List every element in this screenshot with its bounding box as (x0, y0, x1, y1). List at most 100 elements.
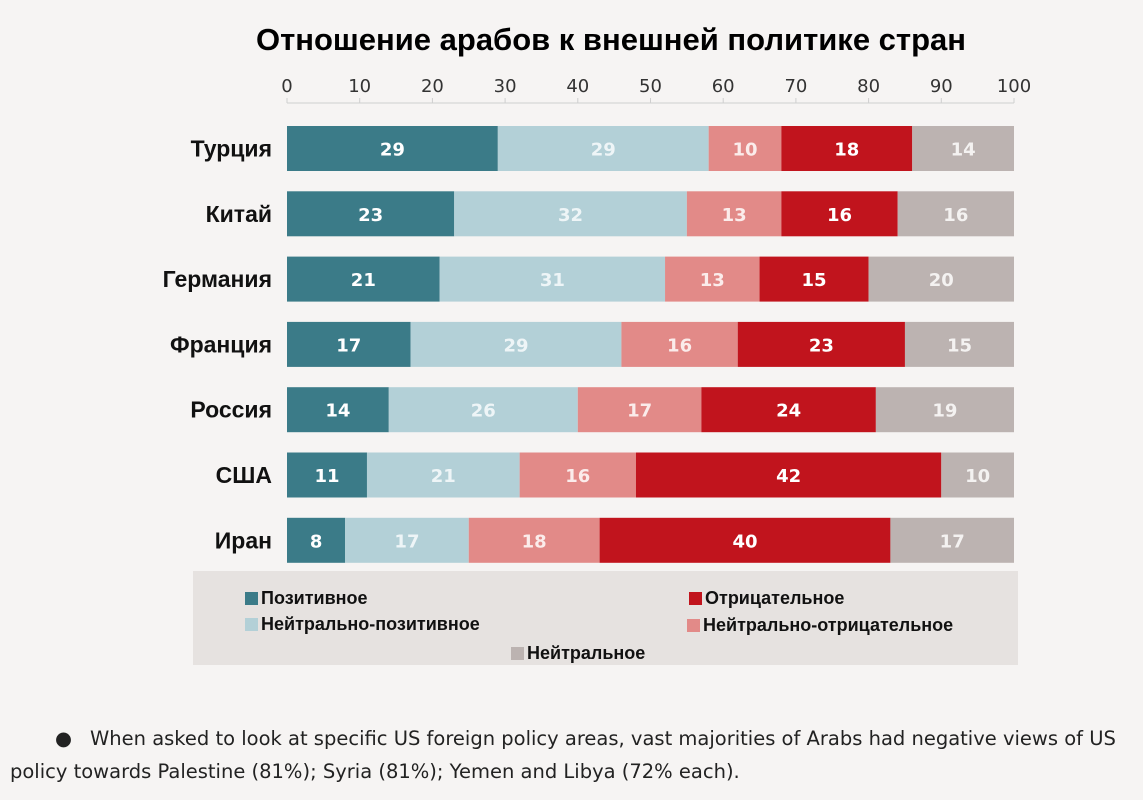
legend-item-neutral: Нейтральное (511, 643, 645, 664)
legend-swatch-neutral-negative (687, 619, 700, 632)
data-label-positive-3: 17 (336, 335, 361, 356)
bar-neutral-2 (868, 256, 1014, 302)
data-label-neutral_positive-4: 26 (471, 401, 496, 422)
category-label-6: Иран (215, 527, 272, 553)
category-label-5: США (216, 462, 272, 488)
bar-row-4: Россия 14 26 17 24 19 (190, 387, 1014, 433)
category-label-2: Германия (163, 266, 272, 292)
bar-positive-6 (287, 517, 346, 563)
data-label-neutral_positive-2: 31 (540, 270, 565, 291)
x-tick-label-40: 40 (566, 76, 589, 97)
legend-label-neutral: Нейтральное (527, 643, 646, 663)
data-label-negative-6: 40 (732, 531, 757, 552)
x-tick-label-50: 50 (639, 76, 662, 97)
bar-neutral_positive-6 (345, 517, 469, 563)
x-tick-label-10: 10 (348, 76, 371, 97)
bar-neutral_positive-2 (439, 256, 666, 302)
bar-neutral_negative-5 (519, 452, 636, 498)
data-label-positive-6: 8 (310, 531, 323, 552)
x-tick-label-20: 20 (421, 76, 444, 97)
data-label-neutral-6: 17 (940, 531, 965, 552)
x-tick-label-30: 30 (494, 76, 517, 97)
legend-item-neutral-positive: Нейтрально-позитивное (245, 614, 480, 635)
data-label-negative-3: 23 (809, 335, 834, 356)
data-label-neutral-2: 20 (929, 270, 954, 291)
category-label-4: Россия (190, 397, 272, 423)
data-label-negative-4: 24 (776, 401, 801, 422)
bar-row-6: Иран 8 17 18 40 17 (215, 517, 1014, 563)
data-label-positive-0: 29 (380, 140, 405, 161)
data-label-negative-1: 16 (827, 205, 852, 226)
legend-label-neutral-negative: Нейтрально-отрицательное (703, 615, 954, 635)
x-tick-label-100: 100 (997, 76, 1031, 97)
data-label-neutral_negative-4: 17 (627, 401, 652, 422)
legend-swatch-positive (245, 592, 258, 605)
legend-swatch-neutral-positive (245, 618, 258, 631)
bar-neutral_negative-3 (621, 321, 738, 367)
bar-row-2: Германия 21 31 13 15 20 (163, 256, 1014, 302)
data-label-neutral_negative-6: 18 (522, 531, 547, 552)
legend-swatch-neutral (511, 647, 524, 660)
bar-neutral-6 (890, 517, 1014, 563)
data-label-positive-5: 11 (314, 466, 339, 487)
chart-title: Отношение арабов к внешней политике стра… (256, 22, 966, 57)
data-label-positive-4: 14 (325, 401, 350, 422)
x-tick-label-0: 0 (281, 76, 292, 97)
data-label-neutral-1: 16 (943, 205, 968, 226)
bar-neutral-3 (904, 321, 1014, 367)
bar-neutral_positive-5 (366, 452, 520, 498)
bar-neutral_negative-2 (665, 256, 760, 302)
legend: Позитивное Отрицательное Нейтрально-пози… (193, 571, 1018, 665)
bar-neutral_negative-1 (686, 191, 782, 237)
bar-neutral_positive-3 (410, 321, 622, 367)
data-label-neutral_positive-1: 32 (558, 205, 583, 226)
bar-positive-1 (287, 191, 455, 237)
category-label-3: Франция (170, 331, 272, 357)
bar-row-0: Турция 29 29 10 18 14 (191, 126, 1014, 171)
data-label-neutral_positive-6: 17 (394, 531, 419, 552)
stacked-bar-chart: Отношение арабов к внешней политике стра… (163, 22, 1031, 563)
x-tick-label-90: 90 (930, 76, 953, 97)
bar-neutral-4 (875, 387, 1014, 433)
legend-item-neutral-negative: Нейтрально-отрицательное (687, 615, 953, 636)
bar-neutral_positive-4 (388, 387, 578, 433)
data-label-positive-2: 21 (351, 270, 376, 291)
legend-swatch-negative (689, 592, 702, 605)
bar-negative-2 (759, 256, 869, 302)
bar-neutral-1 (897, 191, 1014, 237)
category-label-1: Китай (206, 201, 272, 227)
legend-item-positive: Позитивное (245, 588, 368, 609)
bar-row-5: США 11 21 16 42 10 (216, 452, 1014, 498)
x-axis: 0 10 20 30 40 50 60 70 80 90 100 (281, 76, 1031, 104)
data-label-negative-0: 18 (834, 140, 859, 161)
footnote: ● When asked to look at specific US forei… (10, 722, 1135, 788)
data-label-neutral_positive-5: 21 (431, 466, 456, 487)
bar-negative-3 (737, 321, 905, 367)
bar-neutral-0 (912, 126, 1014, 171)
data-label-negative-2: 15 (802, 270, 827, 291)
bar-neutral_negative-0 (708, 126, 782, 171)
data-label-negative-5: 42 (776, 466, 801, 487)
data-label-neutral_negative-1: 13 (722, 205, 747, 226)
bar-positive-5 (287, 452, 367, 498)
data-label-neutral_negative-0: 10 (732, 140, 757, 161)
bar-positive-3 (287, 321, 411, 367)
legend-item-negative: Отрицательное (689, 588, 844, 609)
data-label-neutral_negative-3: 16 (667, 335, 692, 356)
bar-negative-4 (701, 387, 876, 433)
bar-negative-6 (599, 517, 891, 563)
data-label-neutral-0: 14 (951, 140, 976, 161)
x-tick-label-70: 70 (784, 76, 807, 97)
data-label-neutral_negative-2: 13 (700, 270, 725, 291)
bar-rows: Турция 29 29 10 18 14 Китай 23 32 13 16 16 Германия 2… (163, 126, 1014, 563)
data-label-neutral-4: 19 (932, 401, 957, 422)
legend-label-negative: Отрицательное (705, 588, 845, 608)
bar-row-1: Китай 23 32 13 16 16 (206, 191, 1014, 237)
bar-neutral-5 (941, 452, 1014, 498)
legend-label-positive: Позитивное (261, 588, 368, 608)
data-label-neutral_negative-5: 16 (565, 466, 590, 487)
bar-negative-1 (781, 191, 898, 237)
bar-neutral_positive-1 (454, 191, 687, 237)
bar-neutral_negative-6 (468, 517, 600, 563)
data-label-neutral_positive-0: 29 (591, 140, 616, 161)
